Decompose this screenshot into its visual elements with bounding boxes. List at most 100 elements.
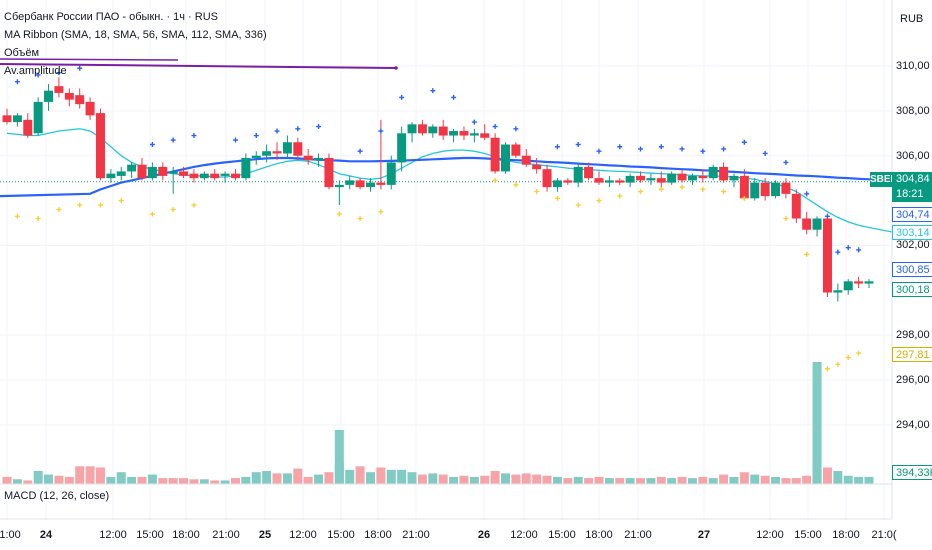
y-tick-label: 308,00 bbox=[896, 104, 930, 117]
candle-body bbox=[521, 155, 531, 165]
volume-bar bbox=[85, 466, 95, 484]
x-tick-label: 26 bbox=[477, 529, 491, 541]
bar-countdown: 18:21 bbox=[896, 188, 924, 200]
ma2-badge: 303,14 bbox=[892, 225, 932, 240]
candle-body bbox=[687, 175, 697, 181]
volume-bar bbox=[625, 478, 635, 484]
candle-body bbox=[729, 175, 739, 181]
candle-body bbox=[44, 90, 54, 102]
volume-bar bbox=[179, 478, 189, 484]
volume-bar bbox=[604, 478, 614, 484]
currency-label[interactable]: RUB bbox=[900, 13, 924, 25]
candle-body bbox=[760, 182, 770, 197]
last-price-badge: 304,84 18:21 bbox=[892, 172, 932, 202]
candle-body bbox=[158, 166, 168, 176]
chart-title[interactable]: Сбербанк России ПАО - обыкн. · 1ч · RUS bbox=[4, 11, 219, 23]
volume-bar bbox=[532, 474, 542, 484]
x-tick-label: 21:00 bbox=[0, 529, 21, 541]
sar-point bbox=[191, 202, 197, 208]
indicator-volume[interactable]: Объём bbox=[4, 47, 40, 59]
volume-bar bbox=[552, 476, 562, 484]
sar-point bbox=[741, 139, 747, 145]
volume-bar bbox=[189, 479, 199, 484]
candle-body bbox=[719, 166, 729, 181]
sar-point bbox=[783, 159, 789, 165]
candle-body bbox=[282, 142, 292, 154]
last-price-value: 304,84 bbox=[896, 173, 930, 185]
volume-bar bbox=[542, 475, 552, 484]
volume-bar bbox=[251, 472, 261, 484]
candle-body bbox=[54, 86, 64, 93]
candle-body bbox=[750, 182, 760, 199]
volume-bar bbox=[449, 476, 459, 484]
sar-point bbox=[804, 251, 810, 257]
moving-averages bbox=[0, 128, 893, 233]
parabolic-sar bbox=[14, 65, 862, 372]
volume-bar bbox=[438, 474, 448, 484]
sar-point bbox=[617, 144, 623, 150]
candle-body bbox=[355, 180, 365, 188]
candle-body bbox=[168, 171, 178, 174]
volume-bar bbox=[480, 475, 490, 484]
indicator-macd[interactable]: MACD (12, 26, close) bbox=[4, 490, 110, 502]
candle-body bbox=[137, 164, 147, 179]
ma4-badge: 300,18 bbox=[892, 282, 932, 297]
indicator-amplitude[interactable]: Av.amplitude bbox=[4, 65, 67, 77]
volume-bar bbox=[116, 472, 126, 484]
volume-bar bbox=[667, 478, 677, 484]
sar-point bbox=[316, 124, 322, 130]
candle-body bbox=[646, 178, 656, 181]
candle-body bbox=[428, 126, 438, 134]
candle-body bbox=[781, 182, 791, 194]
amplitude-marker bbox=[394, 66, 398, 70]
volume-bar bbox=[771, 476, 781, 484]
volume-bar bbox=[501, 473, 511, 484]
sar-point bbox=[835, 249, 841, 255]
volume-bars bbox=[2, 362, 874, 484]
sar-point bbox=[336, 211, 342, 217]
candle-body bbox=[262, 151, 272, 156]
volume-bar bbox=[386, 469, 396, 484]
volume-bar bbox=[469, 476, 479, 484]
volume-bar bbox=[210, 480, 220, 484]
volume-bar bbox=[158, 478, 168, 484]
candle-body bbox=[365, 182, 375, 188]
sar-point bbox=[856, 247, 862, 253]
candle-body bbox=[636, 175, 646, 181]
x-tick-label: 12:00 bbox=[99, 529, 127, 541]
candle-body bbox=[210, 173, 220, 179]
sar-point bbox=[357, 216, 363, 222]
y-tick-label: 310,00 bbox=[896, 60, 930, 72]
volume-bar bbox=[791, 478, 801, 484]
volume-bar bbox=[54, 475, 64, 484]
volume-bar bbox=[812, 362, 822, 484]
candle-body bbox=[230, 173, 240, 179]
candle-body bbox=[698, 175, 708, 179]
indicator-ma-ribbon[interactable]: MA Ribbon (SMA, 18, SMA, 56, SMA, 112, S… bbox=[4, 29, 267, 41]
volume-bar bbox=[615, 478, 625, 484]
ma1-badge: 304,74 bbox=[892, 207, 932, 222]
volume-bar bbox=[760, 475, 770, 484]
volume-bar bbox=[417, 474, 427, 484]
sar-point bbox=[824, 213, 830, 219]
sar-point bbox=[700, 186, 706, 192]
x-tick-label: 12:00 bbox=[756, 529, 784, 541]
candle-body bbox=[511, 144, 521, 156]
candle-body bbox=[677, 173, 687, 181]
candle-body bbox=[334, 184, 344, 188]
volume-bar bbox=[864, 476, 874, 484]
y-tick-label: 302,00 bbox=[896, 239, 930, 252]
sar-point bbox=[638, 189, 644, 195]
sar-point bbox=[721, 189, 727, 195]
candle-body bbox=[85, 101, 95, 116]
x-tick-label: 15:00 bbox=[548, 529, 576, 541]
volume-bar bbox=[33, 471, 43, 484]
volume-bar bbox=[64, 476, 74, 484]
candle-body bbox=[397, 133, 407, 163]
sar-point bbox=[845, 245, 851, 251]
x-tick-label: 15:00 bbox=[136, 529, 164, 541]
candle-body bbox=[532, 164, 542, 170]
candle-body bbox=[127, 164, 137, 172]
sar-point bbox=[721, 146, 727, 152]
